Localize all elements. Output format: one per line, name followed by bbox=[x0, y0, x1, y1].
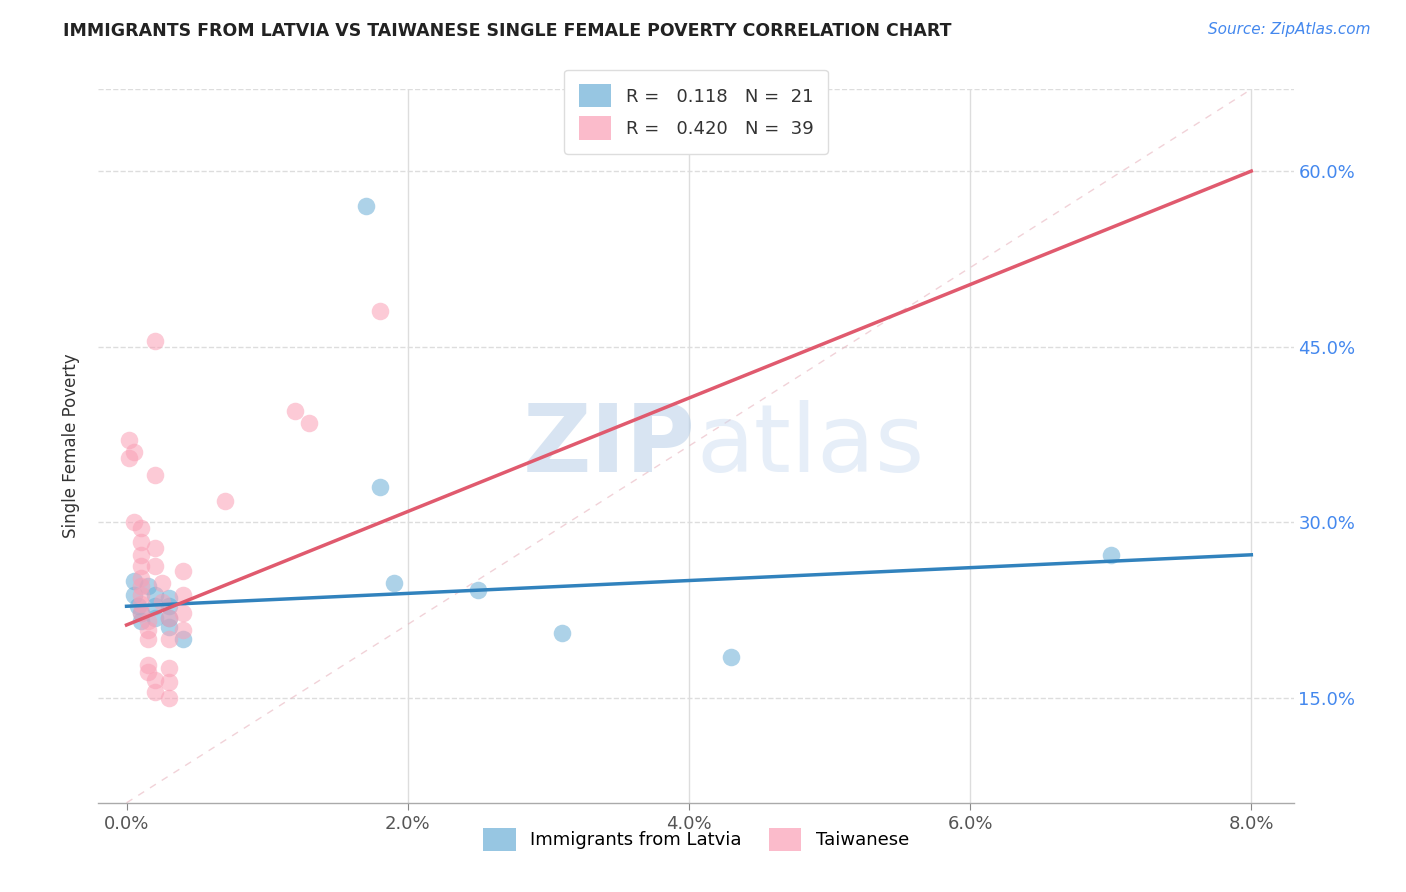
Point bbox=[129, 521, 152, 535]
Text: Source: ZipAtlas.com: Source: ZipAtlas.com bbox=[1208, 22, 1371, 37]
Point bbox=[143, 611, 166, 625]
Point bbox=[122, 515, 145, 529]
Point bbox=[172, 607, 194, 621]
Y-axis label: Single Female Poverty: Single Female Poverty bbox=[62, 354, 80, 538]
Point bbox=[129, 607, 152, 621]
Point bbox=[136, 579, 159, 593]
Point bbox=[298, 416, 321, 430]
Point bbox=[382, 575, 405, 590]
Point bbox=[118, 450, 141, 465]
Point bbox=[172, 564, 194, 578]
Point bbox=[129, 579, 152, 593]
Point bbox=[143, 588, 166, 602]
Point bbox=[157, 620, 180, 634]
Point bbox=[129, 548, 152, 562]
Point bbox=[172, 632, 194, 646]
Point bbox=[368, 304, 391, 318]
Point bbox=[129, 535, 152, 549]
Point bbox=[127, 599, 149, 614]
Point bbox=[172, 588, 194, 602]
Point bbox=[143, 684, 166, 698]
Point bbox=[143, 673, 166, 687]
Point bbox=[129, 588, 152, 602]
Point bbox=[157, 675, 180, 690]
Point bbox=[136, 615, 159, 629]
Point bbox=[1099, 548, 1122, 562]
Point bbox=[136, 657, 159, 672]
Point bbox=[122, 574, 145, 588]
Point bbox=[172, 623, 194, 637]
Point bbox=[122, 588, 145, 602]
Point bbox=[143, 559, 166, 574]
Point bbox=[551, 626, 574, 640]
Point bbox=[143, 334, 166, 348]
Point bbox=[143, 468, 166, 483]
Point bbox=[214, 494, 236, 508]
Point bbox=[136, 623, 159, 637]
Point bbox=[157, 611, 180, 625]
Point bbox=[150, 594, 173, 608]
Point bbox=[143, 599, 166, 614]
Point bbox=[368, 480, 391, 494]
Point bbox=[122, 445, 145, 459]
Point bbox=[157, 591, 180, 605]
Text: ZIP: ZIP bbox=[523, 400, 696, 492]
Point bbox=[157, 611, 180, 625]
Point bbox=[129, 571, 152, 585]
Point bbox=[118, 433, 141, 447]
Point bbox=[157, 690, 180, 705]
Point bbox=[129, 607, 152, 621]
Point bbox=[284, 404, 307, 418]
Point bbox=[150, 575, 173, 590]
Point bbox=[136, 632, 159, 646]
Point bbox=[129, 597, 152, 611]
Point bbox=[157, 661, 180, 675]
Legend: Immigrants from Latvia, Taiwanese: Immigrants from Latvia, Taiwanese bbox=[475, 821, 917, 858]
Point bbox=[129, 615, 152, 629]
Text: IMMIGRANTS FROM LATVIA VS TAIWANESE SINGLE FEMALE POVERTY CORRELATION CHART: IMMIGRANTS FROM LATVIA VS TAIWANESE SING… bbox=[63, 22, 952, 40]
Point bbox=[143, 541, 166, 555]
Text: atlas: atlas bbox=[696, 400, 924, 492]
Point bbox=[129, 559, 152, 574]
Point bbox=[157, 632, 180, 646]
Point bbox=[157, 599, 180, 614]
Point bbox=[467, 582, 489, 597]
Point bbox=[354, 199, 377, 213]
Point bbox=[136, 665, 159, 679]
Point bbox=[720, 649, 742, 664]
